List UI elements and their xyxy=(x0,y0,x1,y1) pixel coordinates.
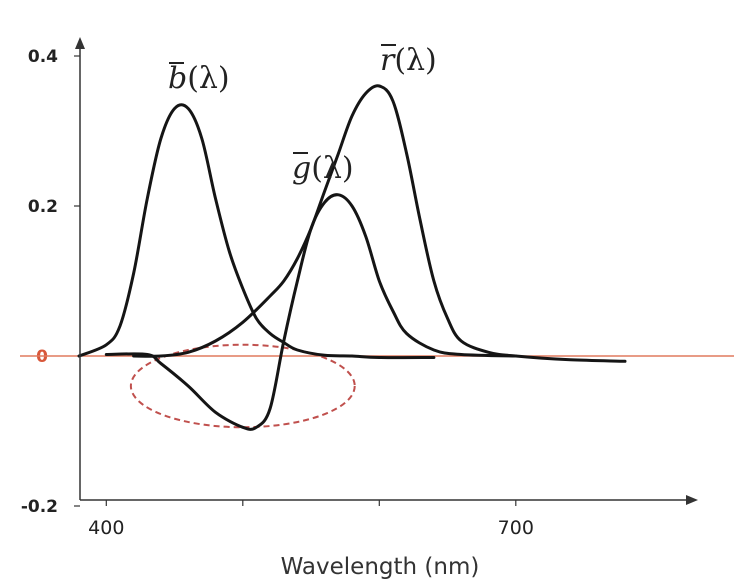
series-layer xyxy=(77,84,627,431)
y-tick-label: -0.2 xyxy=(21,497,58,517)
labels-layer: b(λ) g(λ) r(λ) xyxy=(168,43,437,186)
series-label-g: g(λ) xyxy=(292,151,354,186)
x-tick-label: 700 xyxy=(498,517,534,539)
y-tick-label: 0 xyxy=(36,347,48,367)
y-tick-label: 0.4 xyxy=(28,47,58,67)
x-tick-label: 400 xyxy=(88,517,124,539)
series-label-b: b(λ) xyxy=(168,61,230,96)
axes-layer xyxy=(75,37,698,505)
tick-marks-layer: 0.4 0.2 0 -0.2 400 700 xyxy=(21,47,534,539)
y-tick-label: 0.2 xyxy=(28,197,58,217)
series-label-r: r(λ) xyxy=(380,43,437,78)
x-axis-title: Wavelength (nm) xyxy=(281,554,480,580)
series-line-r xyxy=(132,84,627,363)
negative-region-highlight xyxy=(129,343,356,429)
series-line-b xyxy=(77,103,436,360)
x-axis-arrow xyxy=(686,495,698,505)
y-axis-arrow xyxy=(75,37,85,49)
